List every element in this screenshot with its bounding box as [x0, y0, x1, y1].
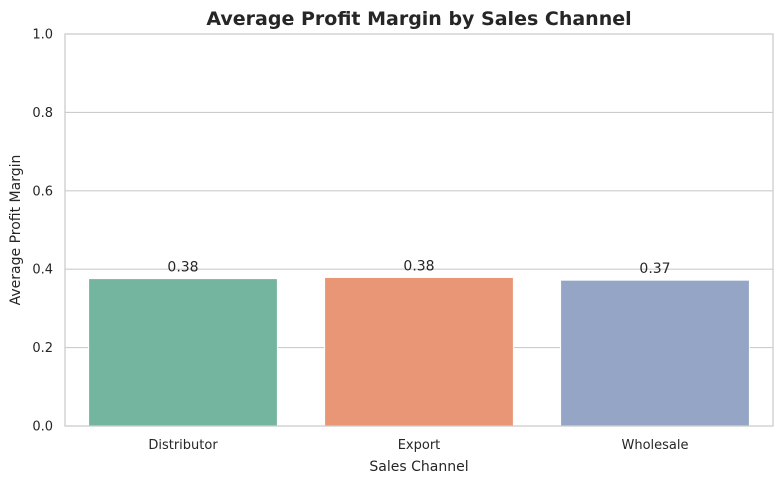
y-tick-label: 0.2 [32, 341, 53, 356]
y-tick-label: 0.0 [32, 420, 53, 435]
x-tick-label: Distributor [148, 438, 218, 453]
y-axis-label: Average Profit Margin [8, 155, 24, 306]
bar-value-label: 0.38 [167, 260, 198, 276]
y-tick-label: 0.8 [32, 106, 53, 121]
y-tick-label: 0.4 [32, 263, 53, 278]
bar-distributor [88, 278, 278, 427]
bar-wholesale [560, 279, 750, 427]
x-tick-label: Export [398, 438, 441, 453]
x-tick-labels: Distributor Export Wholesale [148, 438, 688, 453]
y-tick-label: 0.6 [32, 184, 53, 199]
data-labels: 0.38 0.38 0.37 [167, 258, 670, 277]
bars [88, 276, 750, 427]
chart-title: Average Profit Margin by Sales Channel [206, 8, 631, 30]
plot-frame [64, 33, 774, 427]
bar-export [324, 276, 514, 427]
x-axis-label: Sales Channel [369, 459, 468, 475]
y-tick-labels: 0.0 0.2 0.4 0.6 0.8 1.0 [32, 28, 53, 435]
bar-value-label: 0.37 [639, 261, 670, 277]
y-tick-label: 1.0 [32, 28, 53, 43]
x-tick-label: Wholesale [621, 438, 688, 453]
bar-value-label: 0.38 [403, 258, 434, 274]
